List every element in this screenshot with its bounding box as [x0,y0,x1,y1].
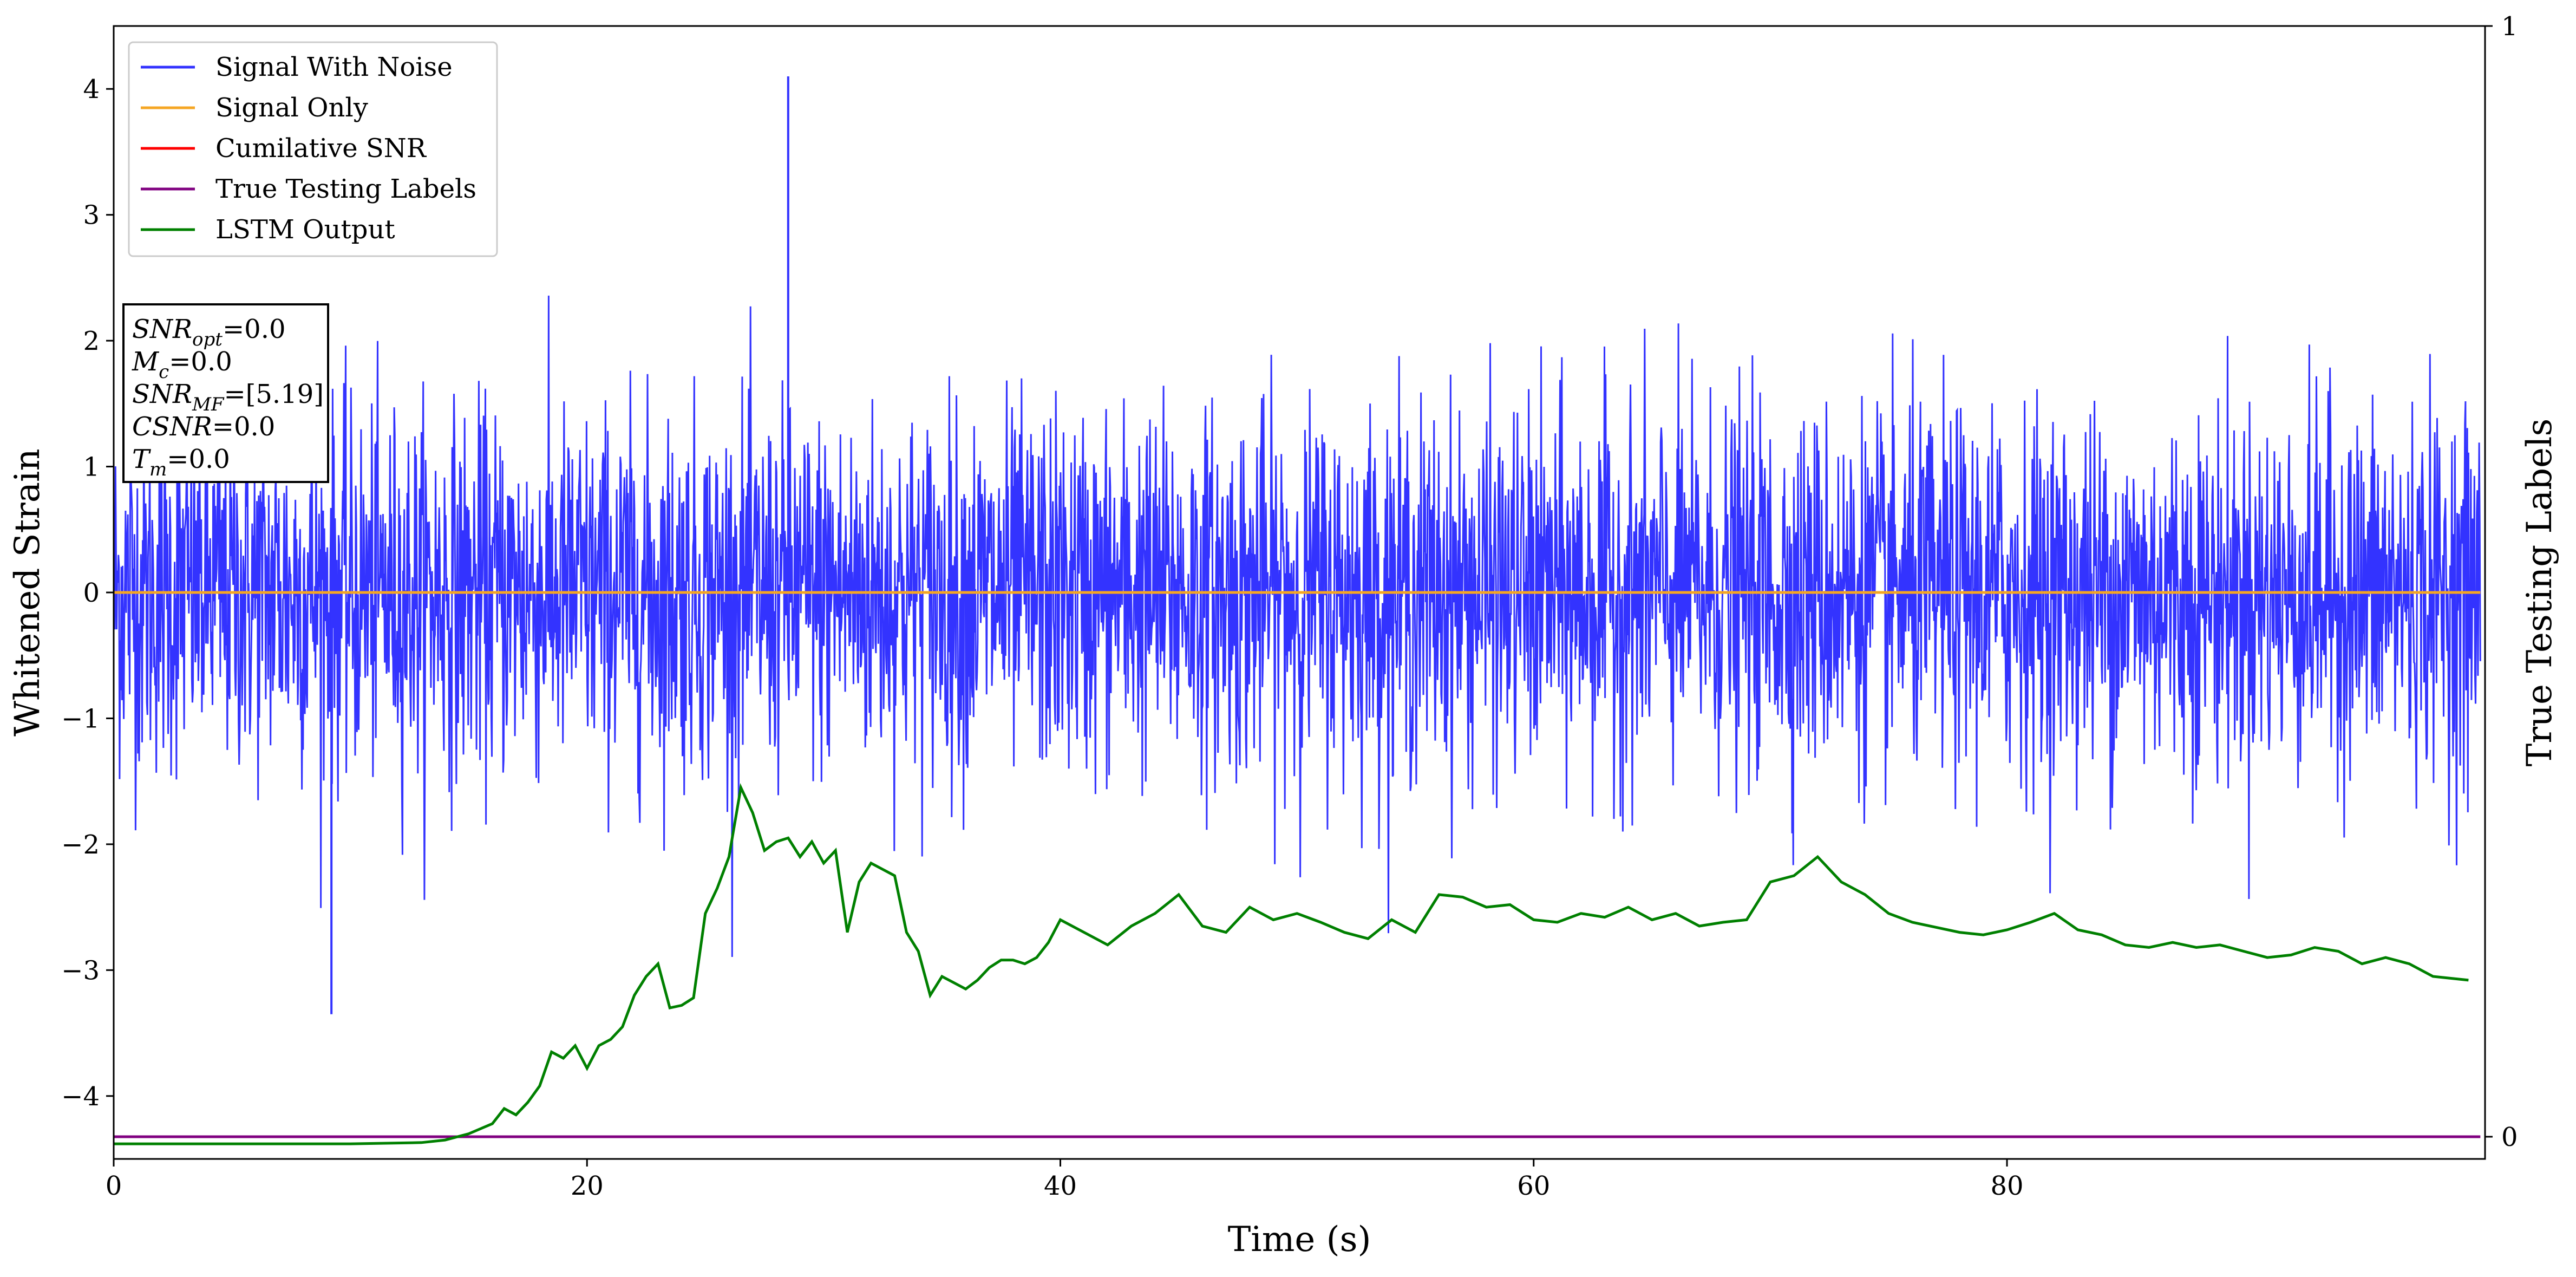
annotation-line: SNRMF=[5.19] [132,379,324,415]
y-tick-label: 2 [83,326,100,356]
y-tick-label: 1 [83,452,100,483]
legend-frame [128,41,498,257]
legend-label: LSTM Output [215,214,395,245]
x-tick-label: 20 [571,1171,604,1201]
annotation-frame [122,303,329,483]
y-tick-label: 4 [83,74,100,105]
y-tick-label: −1 [61,703,100,734]
y-right-tick-label: 1 [2501,11,2518,42]
legend-label: Signal Only [215,93,368,123]
y-axis-title: Whitened Strain [8,448,48,736]
annotation-box: SNRopt=0.0Mc=0.0SNRMF=[5.19]CSNR=0.0Tm=0… [122,303,329,483]
annotation-line: SNRopt=0.0 [132,314,286,350]
legend-label: Signal With Noise [215,52,453,82]
x-tick-label: 80 [1990,1171,2023,1201]
annotation-line: Mc=0.0 [132,347,232,383]
legend-label: Cumilative SNR [215,133,427,164]
legend-label: True Testing Labels [215,174,476,204]
annotation-line: Tm=0.0 [132,444,230,480]
signal-with-noise-series [113,76,2481,1014]
line-series-layer [114,591,2481,1145]
x-tick-label: 60 [1517,1171,1550,1201]
signal-with-noise-line [113,295,2481,957]
x-tick-label: 0 [106,1171,122,1201]
y-right-axis-title: True Testing Labels [2520,419,2560,767]
y-tick-label: −3 [61,955,100,986]
series-lstm-output [114,783,2469,1145]
annotation-line: CSNR=0.0 [132,412,275,442]
y-tick-label: 0 [83,578,100,608]
y-tick-label: −4 [61,1081,100,1112]
x-axis-title: Time (s) [1228,1220,1371,1260]
legend: Signal With Noise Signal Only Cumilative S… [128,41,498,257]
y-tick-label: −2 [61,830,100,860]
x-tick-label: 40 [1044,1171,1077,1201]
y-tick-label: 3 [83,200,100,231]
y-right-tick-label: 0 [2501,1122,2518,1152]
